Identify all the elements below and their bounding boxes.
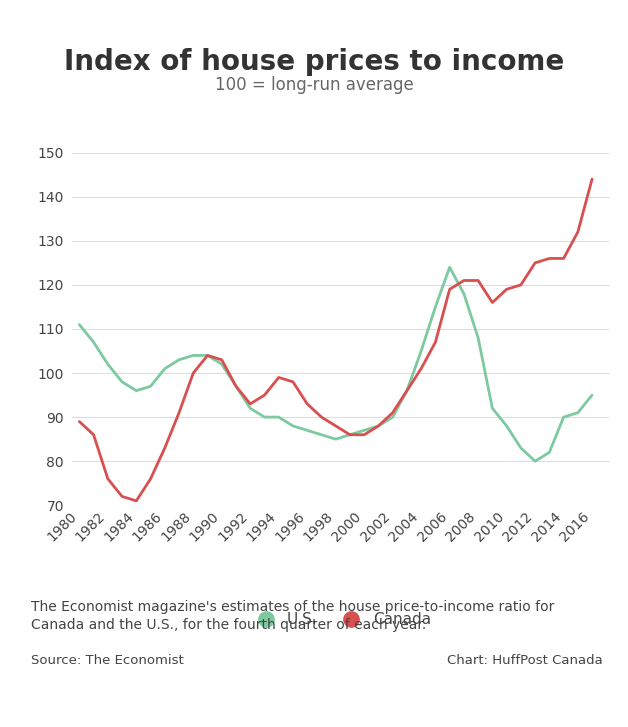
Legend: U.S., Canada: U.S., Canada: [244, 606, 437, 633]
Text: The Economist magazine's estimates of the house price-to-income ratio for: The Economist magazine's estimates of th…: [31, 600, 555, 614]
Text: 100 = long-run average: 100 = long-run average: [215, 76, 413, 94]
Text: Chart: HuffPost Canada: Chart: HuffPost Canada: [447, 654, 603, 667]
Text: Canada and the U.S., for the fourth quarter of each year.: Canada and the U.S., for the fourth quar…: [31, 618, 426, 632]
Text: Index of house prices to income: Index of house prices to income: [64, 48, 564, 76]
Text: Source: The Economist: Source: The Economist: [31, 654, 184, 667]
